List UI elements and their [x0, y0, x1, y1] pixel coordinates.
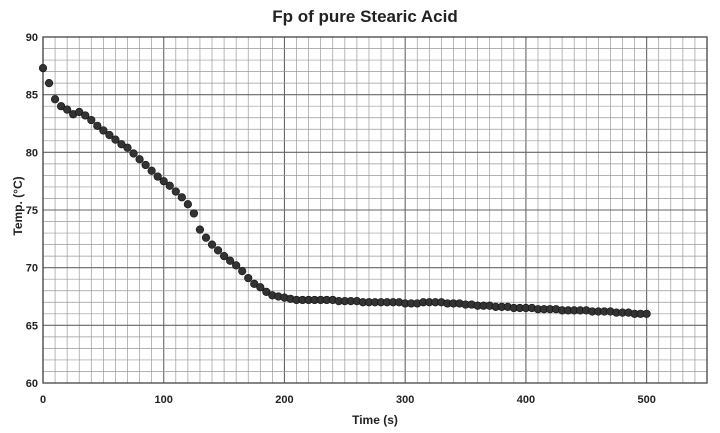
- data-point: [232, 261, 241, 270]
- data-point: [226, 256, 235, 265]
- x-tick-label: 100: [155, 394, 173, 406]
- data-point: [153, 172, 162, 181]
- data-point: [141, 160, 150, 170]
- x-tick-label: 400: [517, 394, 535, 406]
- data-point: [642, 309, 651, 318]
- y-tick-label: 65: [26, 320, 38, 332]
- plot-frame: [42, 36, 708, 384]
- data-point: [50, 95, 60, 104]
- data-point: [177, 193, 186, 202]
- data-point: [262, 287, 271, 296]
- y-tick-label: 70: [26, 263, 38, 275]
- x-tick-label: 0: [40, 394, 46, 406]
- data-point: [213, 246, 223, 255]
- x-tick-label: 300: [396, 394, 414, 406]
- data-point: [135, 155, 144, 164]
- data-point: [123, 143, 132, 152]
- data-point: [99, 126, 108, 135]
- data-point: [81, 111, 90, 120]
- data-point: [75, 107, 84, 117]
- y-tick-label: 75: [26, 205, 38, 217]
- data-point: [147, 166, 156, 175]
- data-point: [63, 105, 72, 114]
- data-point: [129, 149, 138, 158]
- data-points: [38, 64, 651, 318]
- data-point: [189, 209, 199, 218]
- data-point: [238, 267, 247, 276]
- data-point: [105, 130, 114, 140]
- data-point: [256, 283, 265, 292]
- data-point: [117, 140, 126, 149]
- tick-labels: 0 100 200 300 400 500 60 65 70 75 80 85 90: [26, 32, 656, 406]
- data-point: [195, 225, 205, 234]
- x-axis-label: Time (s): [352, 413, 398, 427]
- y-tick-label: 80: [26, 147, 38, 159]
- data-point: [57, 102, 66, 111]
- y-tick-label: 60: [26, 378, 38, 390]
- y-axis-label: Temp. (°C): [11, 176, 25, 235]
- data-point: [38, 64, 48, 73]
- data-point: [159, 177, 168, 186]
- chart-title: Fp of pure Stearic Acid: [272, 7, 457, 26]
- plot-grid: [42, 36, 708, 384]
- data-point: [87, 115, 96, 125]
- y-tick-label: 90: [26, 32, 38, 44]
- data-point: [207, 240, 217, 249]
- data-point: [93, 121, 102, 130]
- data-point: [244, 273, 253, 283]
- x-tick-label: 200: [275, 394, 293, 406]
- data-point: [183, 200, 192, 209]
- y-tick-label: 85: [26, 90, 38, 102]
- data-point: [201, 233, 211, 242]
- data-point: [111, 135, 120, 144]
- x-tick-label: 500: [637, 394, 655, 406]
- data-point: [165, 181, 174, 190]
- data-point: [250, 279, 259, 288]
- data-point: [44, 79, 54, 88]
- data-point: [171, 187, 180, 196]
- data-point: [219, 252, 229, 261]
